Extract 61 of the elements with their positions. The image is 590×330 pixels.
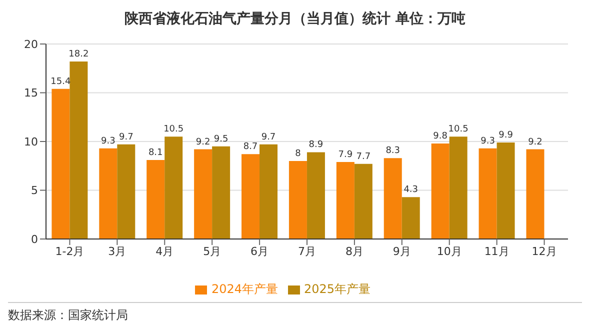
x-tick-label: 6月 (250, 244, 269, 258)
bar (212, 146, 230, 239)
bar (526, 149, 544, 239)
bar (478, 148, 497, 239)
legend-label: 2024年产量 (211, 282, 278, 296)
y-tick-label: 20 (24, 38, 38, 51)
data-label: 9.8 (433, 131, 448, 142)
y-tick-label: 10 (24, 135, 38, 148)
bar (242, 154, 260, 239)
x-tick-label: 1-2月 (55, 244, 84, 258)
x-tick-label: 5月 (203, 244, 222, 258)
bar (306, 152, 325, 239)
y-tick-label: 15 (24, 86, 38, 100)
chart-title: 陕西省液化石油气产量分月（当月值）统计 单位：万吨 (124, 10, 466, 29)
bar (146, 160, 165, 239)
x-tick-label: 10月 (436, 244, 462, 258)
data-label: 8.3 (386, 146, 400, 156)
bar (354, 164, 372, 239)
bar (99, 148, 118, 239)
bar (288, 161, 307, 239)
x-tick-label: 3月 (108, 244, 126, 258)
bar (52, 88, 70, 239)
x-tick-label: 11月 (484, 244, 510, 258)
data-label: 8 (295, 149, 302, 159)
data-label: 9.7 (261, 132, 276, 142)
x-tick-label: 9月 (392, 244, 411, 258)
data-label: 9.2 (196, 137, 210, 148)
y-tick-label: 5 (31, 184, 38, 198)
legend-label: 2025年产量 (304, 282, 371, 296)
data-label: 7.7 (356, 152, 371, 162)
data-label: 4.3 (404, 185, 418, 196)
x-tick-label: 8月 (345, 244, 364, 258)
data-label: 7.9 (338, 150, 353, 160)
data-label: 9.9 (498, 130, 514, 140)
data-label: 9.2 (528, 137, 542, 148)
data-label: 8.1 (148, 148, 163, 158)
data-label: 18.2 (68, 50, 89, 60)
bar (496, 142, 515, 239)
bar (431, 143, 450, 239)
bar (336, 162, 354, 239)
bar (164, 136, 183, 239)
data-label: 9.3 (100, 136, 116, 146)
data-label: 8.9 (308, 140, 324, 150)
data-label: 10.5 (448, 124, 468, 135)
bar (402, 197, 420, 239)
data-label: 9.7 (118, 132, 134, 142)
data-label: 9.5 (214, 134, 228, 144)
bar (384, 158, 402, 239)
x-tick-label: 7月 (298, 244, 316, 258)
bar (70, 62, 88, 239)
bar (449, 136, 468, 239)
bar (260, 144, 278, 239)
y-tick-label: 0 (31, 232, 38, 246)
bar (117, 144, 136, 239)
source-note: 数据来源：国家统计局 (8, 308, 128, 322)
bar (194, 149, 212, 239)
data-label: 8.7 (243, 142, 258, 152)
data-label: 10.5 (164, 124, 184, 135)
x-tick-label: 4月 (156, 244, 174, 258)
x-tick-label: 12月 (532, 244, 557, 258)
data-label: 9.3 (480, 136, 495, 146)
